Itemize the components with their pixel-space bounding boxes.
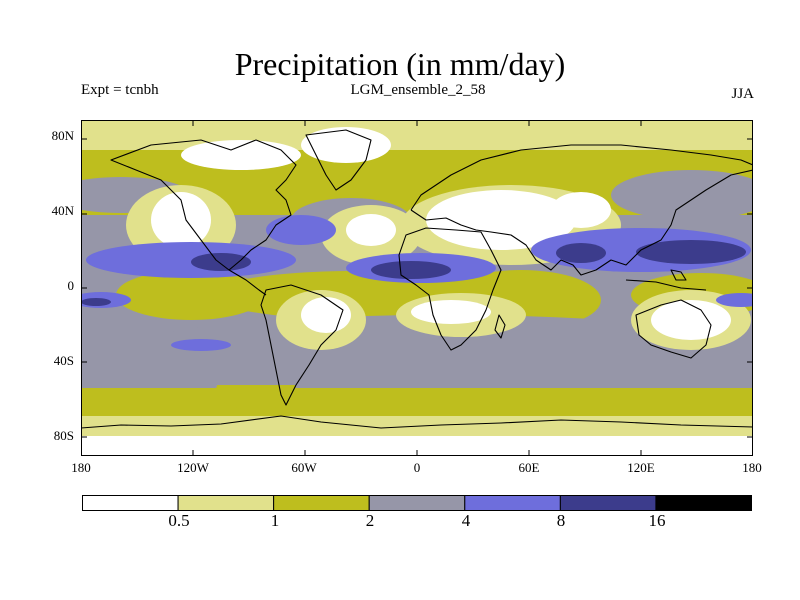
map-ticks	[81, 120, 753, 456]
run-label: LGM_ensemble_2_58	[350, 82, 486, 98]
lat-label-80s: 80S	[53, 428, 74, 443]
lat-label-40s: 40S	[53, 353, 74, 368]
colorbar	[82, 495, 752, 511]
colorbar-label-4: 4	[461, 511, 471, 530]
field-dark-blue	[81, 240, 746, 306]
colorbar-swatch	[368, 495, 466, 511]
lon-label-120w: 120W	[177, 460, 209, 475]
experiment-label: Expt = tcnbh	[81, 82, 159, 98]
coastlines	[81, 129, 753, 429]
colorbar-swatch	[82, 495, 179, 511]
colorbar-label-1: 1	[270, 511, 280, 530]
lat-label-80n: 80N	[51, 128, 74, 143]
season-label: JJA	[731, 86, 754, 102]
colorbar-label-2: 2	[365, 511, 375, 530]
lon-label-120e: 120E	[627, 460, 655, 475]
lon-label-60e: 60E	[518, 460, 540, 475]
lon-label-180e: 180	[742, 460, 762, 475]
lon-label-0: 0	[413, 460, 421, 475]
colorbar-swatch	[273, 495, 370, 511]
colorbar-swatch	[559, 495, 657, 511]
colorbar-swatch	[464, 495, 561, 511]
colorbar-label-8: 8	[556, 511, 566, 530]
map-title: Precipitation (in mm/day)	[234, 46, 566, 82]
lat-label-40n: 40N	[51, 203, 74, 218]
colorbar-swatch	[655, 495, 752, 511]
colorbar-swatch	[177, 495, 275, 511]
lat-label-eq: 0	[67, 278, 75, 293]
precipitation-map	[81, 120, 753, 456]
lon-label-180w: 180	[71, 460, 91, 475]
colorbar-label-16: 16	[648, 511, 666, 530]
colorbar-label-0-5: 0.5	[168, 511, 190, 530]
lon-label-60w: 60W	[291, 460, 317, 475]
